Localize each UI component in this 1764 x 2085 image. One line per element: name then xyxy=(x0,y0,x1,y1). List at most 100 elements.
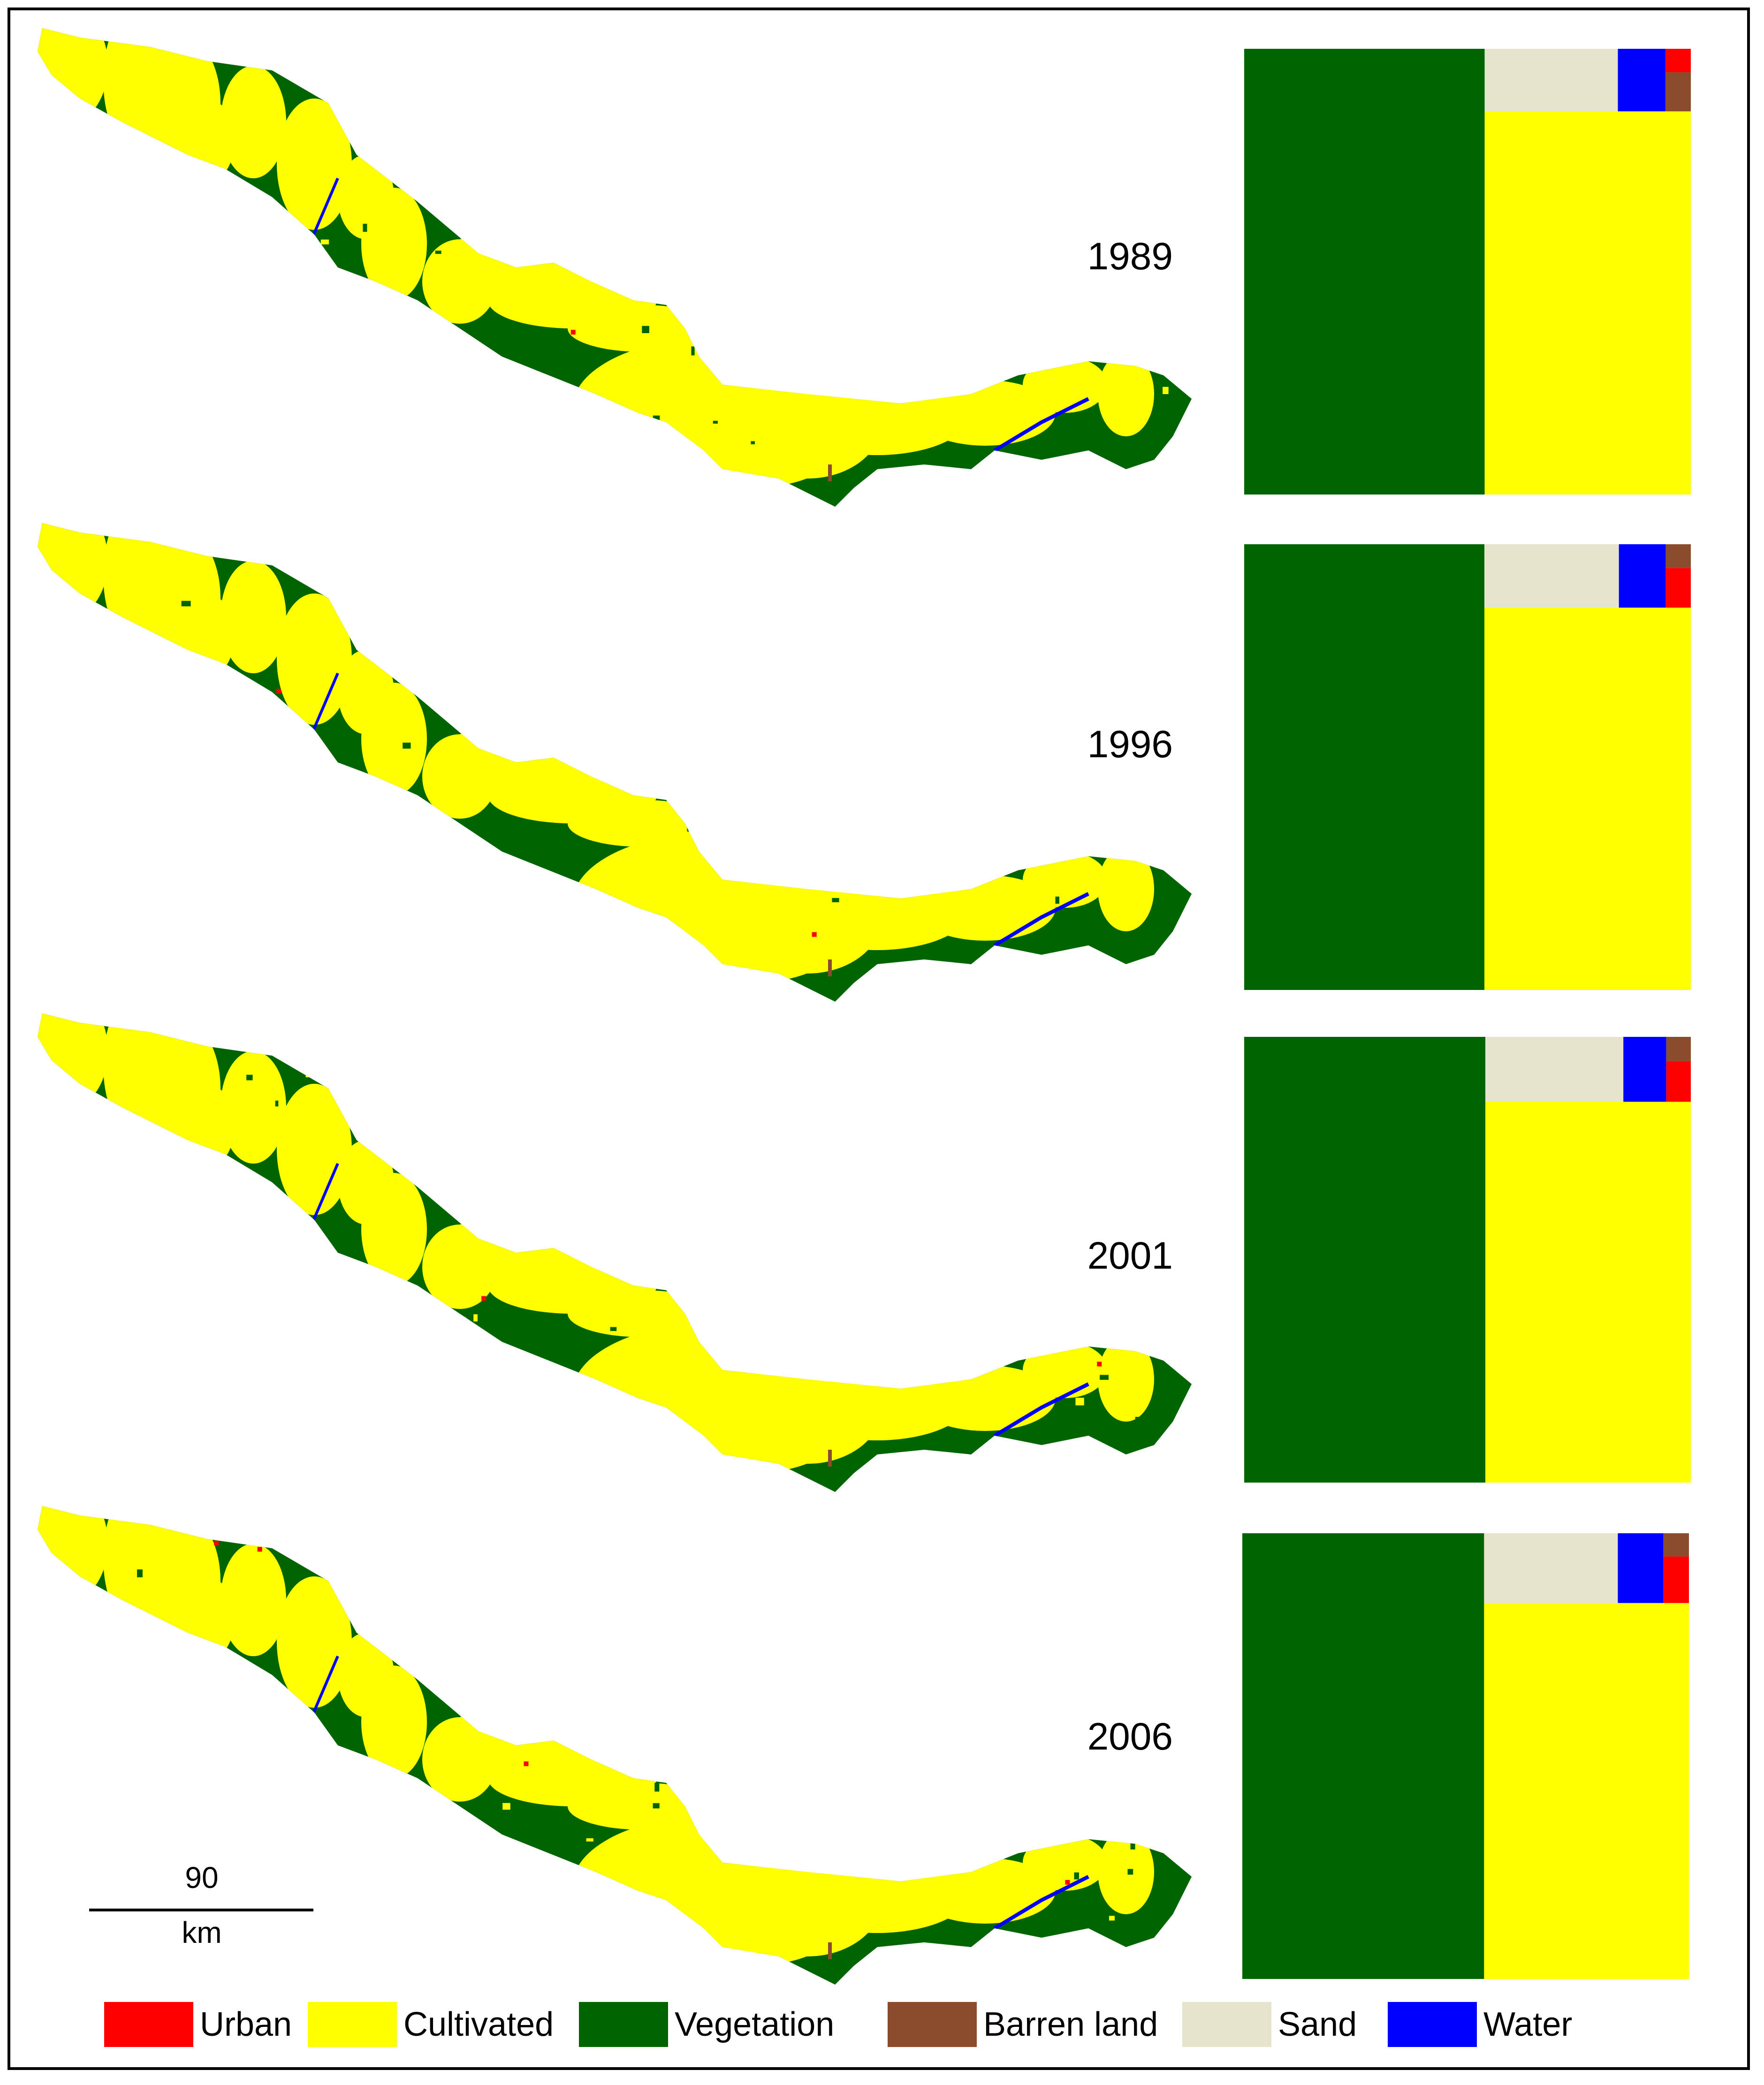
land-speck xyxy=(187,798,195,803)
land-speck xyxy=(1048,1327,1057,1336)
land-speck xyxy=(524,1397,528,1407)
land-speck xyxy=(214,894,218,902)
land-speck xyxy=(259,560,264,570)
land-speck xyxy=(255,814,262,821)
land-speck xyxy=(171,1231,179,1234)
land-speck xyxy=(283,1259,292,1263)
land-speck xyxy=(108,944,114,952)
land-speck xyxy=(1037,1028,1042,1036)
urban-speck xyxy=(724,1274,729,1279)
cultivated-patch xyxy=(220,1544,286,1656)
land-speck xyxy=(637,362,644,369)
land-speck xyxy=(1127,1869,1133,1875)
land-speck xyxy=(601,122,608,130)
land-speck xyxy=(659,1897,664,1905)
land-speck xyxy=(971,961,978,967)
legend-label-urban: Urban xyxy=(200,2006,292,2043)
land-speck xyxy=(1110,1119,1118,1126)
land-speck xyxy=(906,664,911,669)
land-speck xyxy=(801,1423,806,1430)
land-speck xyxy=(836,852,842,857)
land-speck xyxy=(169,697,176,704)
urban-speck xyxy=(1097,1362,1102,1367)
urban-speck xyxy=(1065,1880,1070,1885)
land-speck xyxy=(445,961,450,965)
treemap-cell-barren xyxy=(1663,1533,1689,1557)
land-speck xyxy=(377,1838,387,1841)
cultivated-patch xyxy=(1023,1342,1107,1398)
land-speck xyxy=(1045,1353,1052,1362)
land-speck xyxy=(172,247,180,252)
land-speck xyxy=(1046,191,1049,198)
land-speck xyxy=(923,1598,927,1602)
land-speck xyxy=(338,1644,342,1650)
land-speck xyxy=(806,1429,815,1433)
land-speck xyxy=(805,114,814,122)
land-speck xyxy=(578,1116,587,1119)
land-speck xyxy=(959,1816,965,1820)
cultivated-patch xyxy=(38,28,108,122)
land-speck xyxy=(318,1887,323,1896)
land-speck xyxy=(415,967,422,977)
land-speck xyxy=(1154,137,1159,145)
cultivated-patch xyxy=(220,1051,286,1164)
land-speck xyxy=(363,223,367,232)
land-speck xyxy=(1106,602,1109,609)
legend-label-sand: Sand xyxy=(1278,2006,1357,2043)
land-speck xyxy=(497,224,507,230)
cultivated-patch xyxy=(1098,847,1154,931)
land-speck xyxy=(404,1918,411,1926)
cultivated-patch xyxy=(1023,357,1107,413)
legend-label-vegetation: Vegetation xyxy=(675,2006,835,2043)
land-speck xyxy=(198,907,203,911)
cultivated-patch xyxy=(1023,852,1107,908)
treemap-cell-water xyxy=(1618,1533,1664,1603)
land-speck xyxy=(197,786,202,795)
cultivated-patch xyxy=(178,1084,235,1168)
land-speck xyxy=(733,44,740,51)
land-speck xyxy=(141,1681,145,1685)
land-speck xyxy=(1092,1150,1097,1155)
urban-speck xyxy=(214,1540,219,1545)
treemap-cell-water xyxy=(1623,1037,1666,1102)
legend-item-cultivated: Cultivated xyxy=(308,2001,554,2048)
legend-item-water: Water xyxy=(1388,2001,1572,2048)
land-speck xyxy=(811,715,815,720)
land-speck xyxy=(1100,1375,1109,1380)
land-speck xyxy=(704,1370,708,1377)
urban-speck xyxy=(953,1620,958,1625)
land-speck xyxy=(926,1165,932,1172)
river xyxy=(993,1875,1089,1930)
land-speck xyxy=(458,1593,463,1599)
land-speck xyxy=(981,607,984,616)
land-speck xyxy=(293,916,298,925)
legend-item-sand: Sand xyxy=(1182,2001,1357,2048)
land-speck xyxy=(658,470,666,476)
land-speck xyxy=(228,913,235,918)
cultivated-patch xyxy=(338,1633,394,1717)
land-speck xyxy=(696,191,702,198)
land-speck xyxy=(612,1565,616,1569)
land-speck xyxy=(1000,350,1004,357)
treemap-cell-cultivated xyxy=(1485,1102,1691,1483)
land-speck xyxy=(356,1087,362,1094)
urban-speck xyxy=(819,840,824,845)
land-speck xyxy=(1139,1634,1145,1641)
land-speck xyxy=(691,346,695,356)
land-speck xyxy=(310,130,319,139)
treemap-cell-urban xyxy=(1666,1061,1691,1102)
land-speck xyxy=(502,1803,510,1810)
land-speck xyxy=(131,1145,138,1149)
barren-speck xyxy=(828,1942,832,1959)
treemap-cell-vegetation xyxy=(1244,1037,1486,1483)
land-speck xyxy=(875,1099,881,1103)
land-speck xyxy=(371,404,379,413)
cultivated-patch xyxy=(1098,1830,1154,1914)
urban-speck xyxy=(553,1192,558,1197)
land-speck xyxy=(653,415,660,423)
land-speck xyxy=(751,1519,755,1525)
land-speck xyxy=(713,1288,719,1293)
cultivated-patch xyxy=(666,413,835,488)
land-speck xyxy=(332,364,337,373)
treemap-cell-sand xyxy=(1485,1037,1624,1102)
